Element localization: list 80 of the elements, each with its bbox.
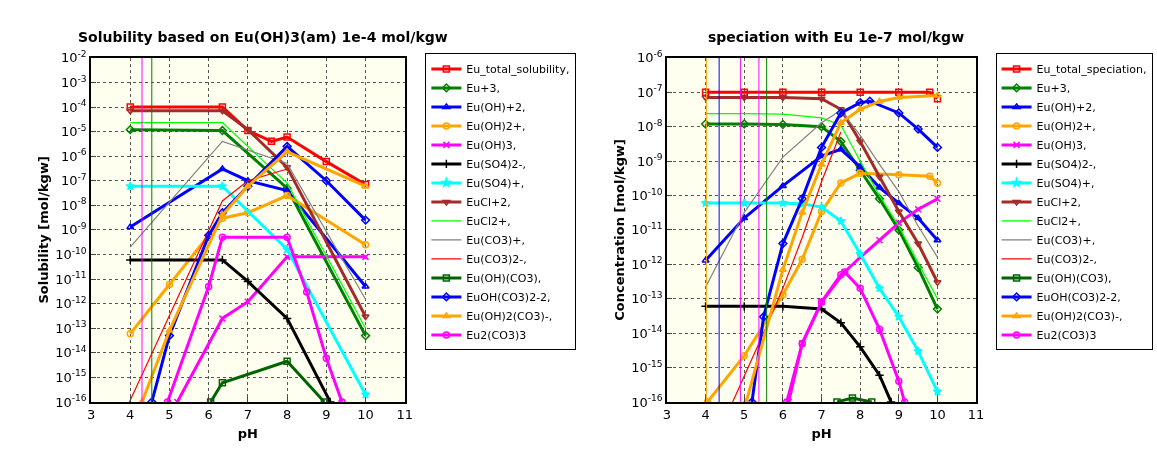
legend-label: Eu+3, bbox=[1036, 82, 1071, 96]
x-tick-label: 7 bbox=[243, 407, 253, 423]
legend-label: EuCl+2, bbox=[1036, 196, 1081, 210]
chart-title: Solubility based on Eu(OH)3(am) 1e-4 mol/kgw bbox=[78, 29, 448, 45]
legend-label: EuCl2+, bbox=[1036, 215, 1081, 229]
legend-label: Eu(OH)3, bbox=[1036, 139, 1087, 153]
x-tick-label: 3 bbox=[86, 407, 96, 423]
y-tick-label: 10$^{-9}$ bbox=[636, 152, 663, 169]
y-tick-label: 10$^{-7}$ bbox=[636, 83, 663, 100]
legend-label: EuCl2+, bbox=[466, 215, 511, 229]
legend-label: Eu(OH)2(CO3)-, bbox=[466, 310, 553, 324]
legend-label: Eu(SO4)2-, bbox=[466, 158, 526, 172]
y-tick-label: 10$^{-7}$ bbox=[61, 171, 87, 189]
legend-label: Eu_total_solubility, bbox=[466, 63, 570, 77]
legend-label: EuOH(CO3)2-2, bbox=[1036, 291, 1121, 305]
y-tick-label: 10$^{-3}$ bbox=[61, 73, 87, 90]
x-tick-label: 6 bbox=[778, 407, 788, 423]
y-axis-title: Concentration [mol/kgw] bbox=[611, 138, 627, 321]
y-tick-label: 10$^{-12}$ bbox=[631, 255, 663, 272]
y-tick-label: 10$^{-6}$ bbox=[636, 48, 663, 66]
legend-label: Eu(CO3)+, bbox=[1036, 234, 1096, 248]
legend-label: EuOH(CO3)2-2, bbox=[466, 291, 551, 305]
x-tick-label: 11 bbox=[967, 407, 985, 423]
y-tick-label: 10$^{-10}$ bbox=[55, 245, 87, 263]
x-tick-label: 5 bbox=[165, 407, 174, 423]
y-tick-label: 10$^{-11}$ bbox=[55, 270, 87, 287]
y-tick-label: 10$^{-16}$ bbox=[55, 393, 87, 410]
legend-label: Eu+3, bbox=[466, 82, 500, 96]
x-axis-title: pH bbox=[811, 426, 832, 442]
legend-label: Eu(SO4)+, bbox=[466, 177, 525, 191]
legend-label: Eu(OH)(CO3), bbox=[1036, 272, 1112, 286]
legend-label: Eu(CO3)2-, bbox=[1036, 253, 1097, 267]
x-tick-label: 9 bbox=[894, 407, 903, 423]
y-tick-label: 10$^{-8}$ bbox=[61, 196, 87, 213]
legend-label: Eu(OH)3, bbox=[466, 139, 517, 153]
x-tick-label: 9 bbox=[322, 407, 331, 423]
y-tick-label: 10$^{-2}$ bbox=[61, 48, 87, 66]
x-axis-title: pH bbox=[237, 426, 258, 442]
x-tick-label: 4 bbox=[126, 407, 135, 423]
y-tick-label: 10$^{-10}$ bbox=[631, 186, 663, 204]
y-tick-label: 10$^{-12}$ bbox=[55, 294, 87, 312]
y-tick-label: 10$^{-14}$ bbox=[55, 343, 87, 361]
chart-title: speciation with Eu 1e-7 mol/kgw bbox=[708, 29, 965, 45]
y-tick-label: 10$^{-16}$ bbox=[631, 393, 663, 410]
y-tick-label: 10$^{-5}$ bbox=[61, 122, 87, 140]
legend-label: Eu(OH)+2, bbox=[466, 101, 526, 115]
legend-label: Eu(CO3)+, bbox=[466, 234, 525, 248]
legend-label: Eu(OH)+2, bbox=[1036, 101, 1096, 115]
y-tick-label: 10$^{-15}$ bbox=[55, 368, 87, 385]
legend-label: Eu(SO4)2-, bbox=[1036, 158, 1097, 172]
x-tick-label: 8 bbox=[282, 407, 292, 423]
legend-label: Eu(SO4)+, bbox=[1036, 177, 1095, 191]
legend-label: EuCl+2, bbox=[466, 196, 511, 210]
y-tick-label: 10$^{-14}$ bbox=[631, 324, 663, 341]
x-tick-label: 5 bbox=[740, 407, 749, 423]
x-tick-label: 10 bbox=[929, 407, 946, 423]
y-tick-label: 10$^{-4}$ bbox=[61, 98, 87, 115]
x-tick-label: 6 bbox=[204, 407, 213, 423]
y-axis-title: Solubility [mol/kgw] bbox=[35, 156, 51, 304]
y-tick-label: 10$^{-8}$ bbox=[636, 117, 663, 135]
y-tick-label: 10$^{-6}$ bbox=[61, 147, 87, 164]
x-tick-label: 4 bbox=[701, 407, 710, 423]
legend-label: Eu(OH)2(CO3)-, bbox=[1036, 310, 1123, 324]
x-tick-label: 11 bbox=[396, 407, 414, 423]
x-tick-label: 10 bbox=[357, 407, 374, 423]
x-tick-label: 8 bbox=[856, 407, 865, 423]
y-tick-label: 10$^{-11}$ bbox=[631, 220, 663, 238]
x-tick-label: 3 bbox=[662, 407, 672, 423]
y-tick-label: 10$^{-15}$ bbox=[631, 358, 663, 376]
legend-label: Eu(OH)2+, bbox=[466, 120, 526, 134]
legend-label: Eu(OH)(CO3), bbox=[466, 272, 542, 286]
legend-label: Eu2(CO3)3 bbox=[1036, 329, 1097, 343]
legend-label: Eu(OH)2+, bbox=[1036, 120, 1096, 134]
legend-label: Eu_total_speciation, bbox=[1036, 63, 1147, 77]
x-tick-label: 7 bbox=[817, 407, 826, 423]
y-tick-label: 10$^{-9}$ bbox=[61, 220, 87, 238]
legend-label: Eu2(CO3)3 bbox=[466, 329, 527, 343]
y-tick-label: 10$^{-13}$ bbox=[631, 289, 663, 307]
legend-label: Eu(CO3)2-, bbox=[466, 253, 527, 267]
y-tick-label: 10$^{-13}$ bbox=[55, 319, 87, 336]
